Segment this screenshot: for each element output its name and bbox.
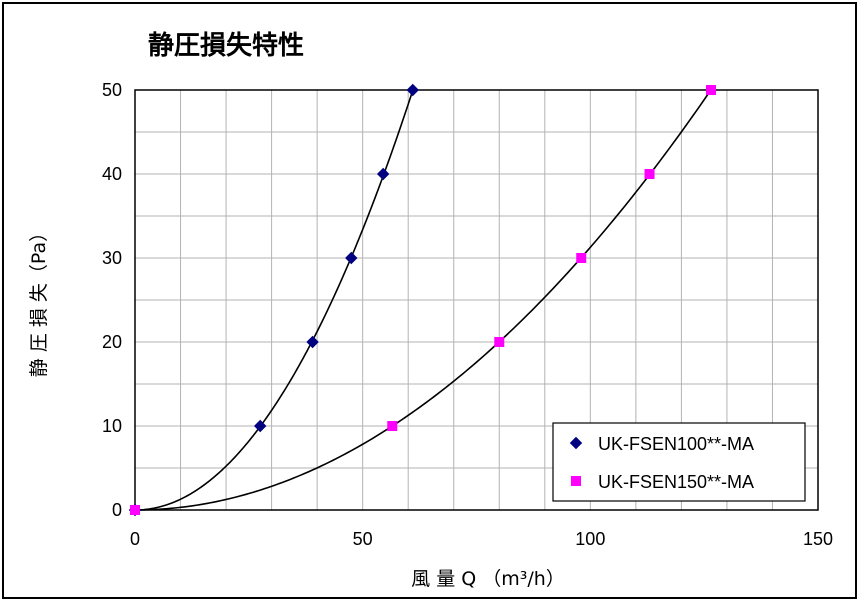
data-markers [128,83,716,517]
y-axis-title: 静 圧 損 失（Pa） [28,223,50,377]
data-point [130,505,140,515]
data-point [306,335,319,349]
data-point [644,169,655,179]
y-tick-label: 40 [102,164,122,184]
trendline [134,89,712,511]
y-tick-label: 30 [102,248,122,268]
data-point [345,251,358,265]
y-tick-label: 20 [102,332,122,352]
data-point [254,419,267,433]
x-tick-label: 50 [353,529,373,549]
data-point [494,337,505,347]
x-tick-label: 100 [575,529,605,549]
x-tick-label: 0 [130,529,140,549]
grid [135,90,818,510]
x-axis-title: 風 量 Q （m³/h） [411,568,565,590]
y-tick-label: 10 [102,416,122,436]
data-point [376,167,390,181]
trendlines [134,89,712,511]
chart-title: 静圧損失特性 [148,30,304,61]
trendline [134,90,414,511]
data-point [705,85,716,95]
x-tick-label: 150 [803,529,833,549]
y-tick-label: 0 [112,500,122,520]
data-point [406,83,419,97]
legend-label: UK-FSEN150**-MA [598,472,754,492]
y-tick-label: 50 [102,80,122,100]
legend-box [552,422,806,502]
y-tick-labels: 0 10 20 30 40 50 [102,80,122,520]
legend-label: UK-FSEN100**-MA [598,434,754,454]
data-point [387,421,398,431]
x-tick-labels: 0 50 100 150 [130,529,833,549]
legend-marker [569,436,583,450]
plot-border [134,89,819,511]
data-point [576,253,587,263]
legend: UK-FSEN100**-MA UK-FSEN150**-MA [552,422,806,502]
legend-marker [571,476,581,486]
